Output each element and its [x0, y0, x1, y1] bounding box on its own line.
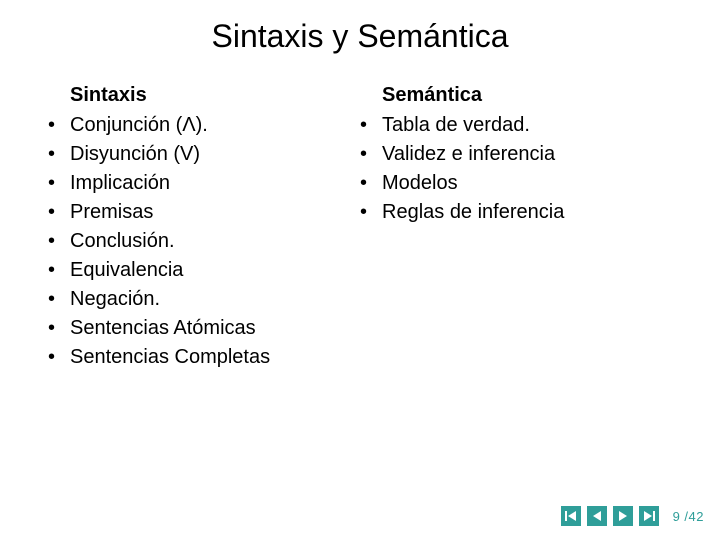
list-item: Disyunción (V) — [48, 140, 360, 169]
skip-last-icon — [642, 509, 656, 523]
next-icon — [616, 509, 630, 523]
list-item: Premisas — [48, 198, 360, 227]
prev-icon — [590, 509, 604, 523]
slide: Sintaxis y Semántica Sintaxis Conjunción… — [0, 0, 720, 540]
left-list: Conjunción (Λ). Disyunción (V) Implicaci… — [48, 111, 360, 372]
slide-title: Sintaxis y Semántica — [0, 18, 720, 55]
list-item: Implicación — [48, 169, 360, 198]
list-item: Modelos — [360, 169, 672, 198]
right-heading: Semántica — [382, 84, 672, 107]
list-item: Sentencias Atómicas — [48, 314, 360, 343]
list-item: Tabla de verdad. — [360, 111, 672, 140]
nav-first-button[interactable] — [561, 506, 581, 526]
nav-prev-button[interactable] — [587, 506, 607, 526]
list-item: Conjunción (Λ). — [48, 111, 360, 140]
left-column: Sintaxis Conjunción (Λ). Disyunción (V) … — [48, 84, 360, 372]
page-number: 9 /42 — [673, 509, 704, 524]
content-columns: Sintaxis Conjunción (Λ). Disyunción (V) … — [48, 84, 672, 372]
nav-bar: 9 /42 — [561, 506, 704, 526]
list-item: Validez e inferencia — [360, 140, 672, 169]
list-item: Negación. — [48, 285, 360, 314]
right-list: Tabla de verdad. Validez e inferencia Mo… — [360, 111, 672, 227]
nav-last-button[interactable] — [639, 506, 659, 526]
list-item: Equivalencia — [48, 256, 360, 285]
list-item: Conclusión. — [48, 227, 360, 256]
right-column: Semántica Tabla de verdad. Validez e inf… — [360, 84, 672, 372]
skip-first-icon — [564, 509, 578, 523]
nav-next-button[interactable] — [613, 506, 633, 526]
left-heading: Sintaxis — [70, 84, 360, 107]
list-item: Sentencias Completas — [48, 343, 360, 372]
list-item: Reglas de inferencia — [360, 198, 672, 227]
